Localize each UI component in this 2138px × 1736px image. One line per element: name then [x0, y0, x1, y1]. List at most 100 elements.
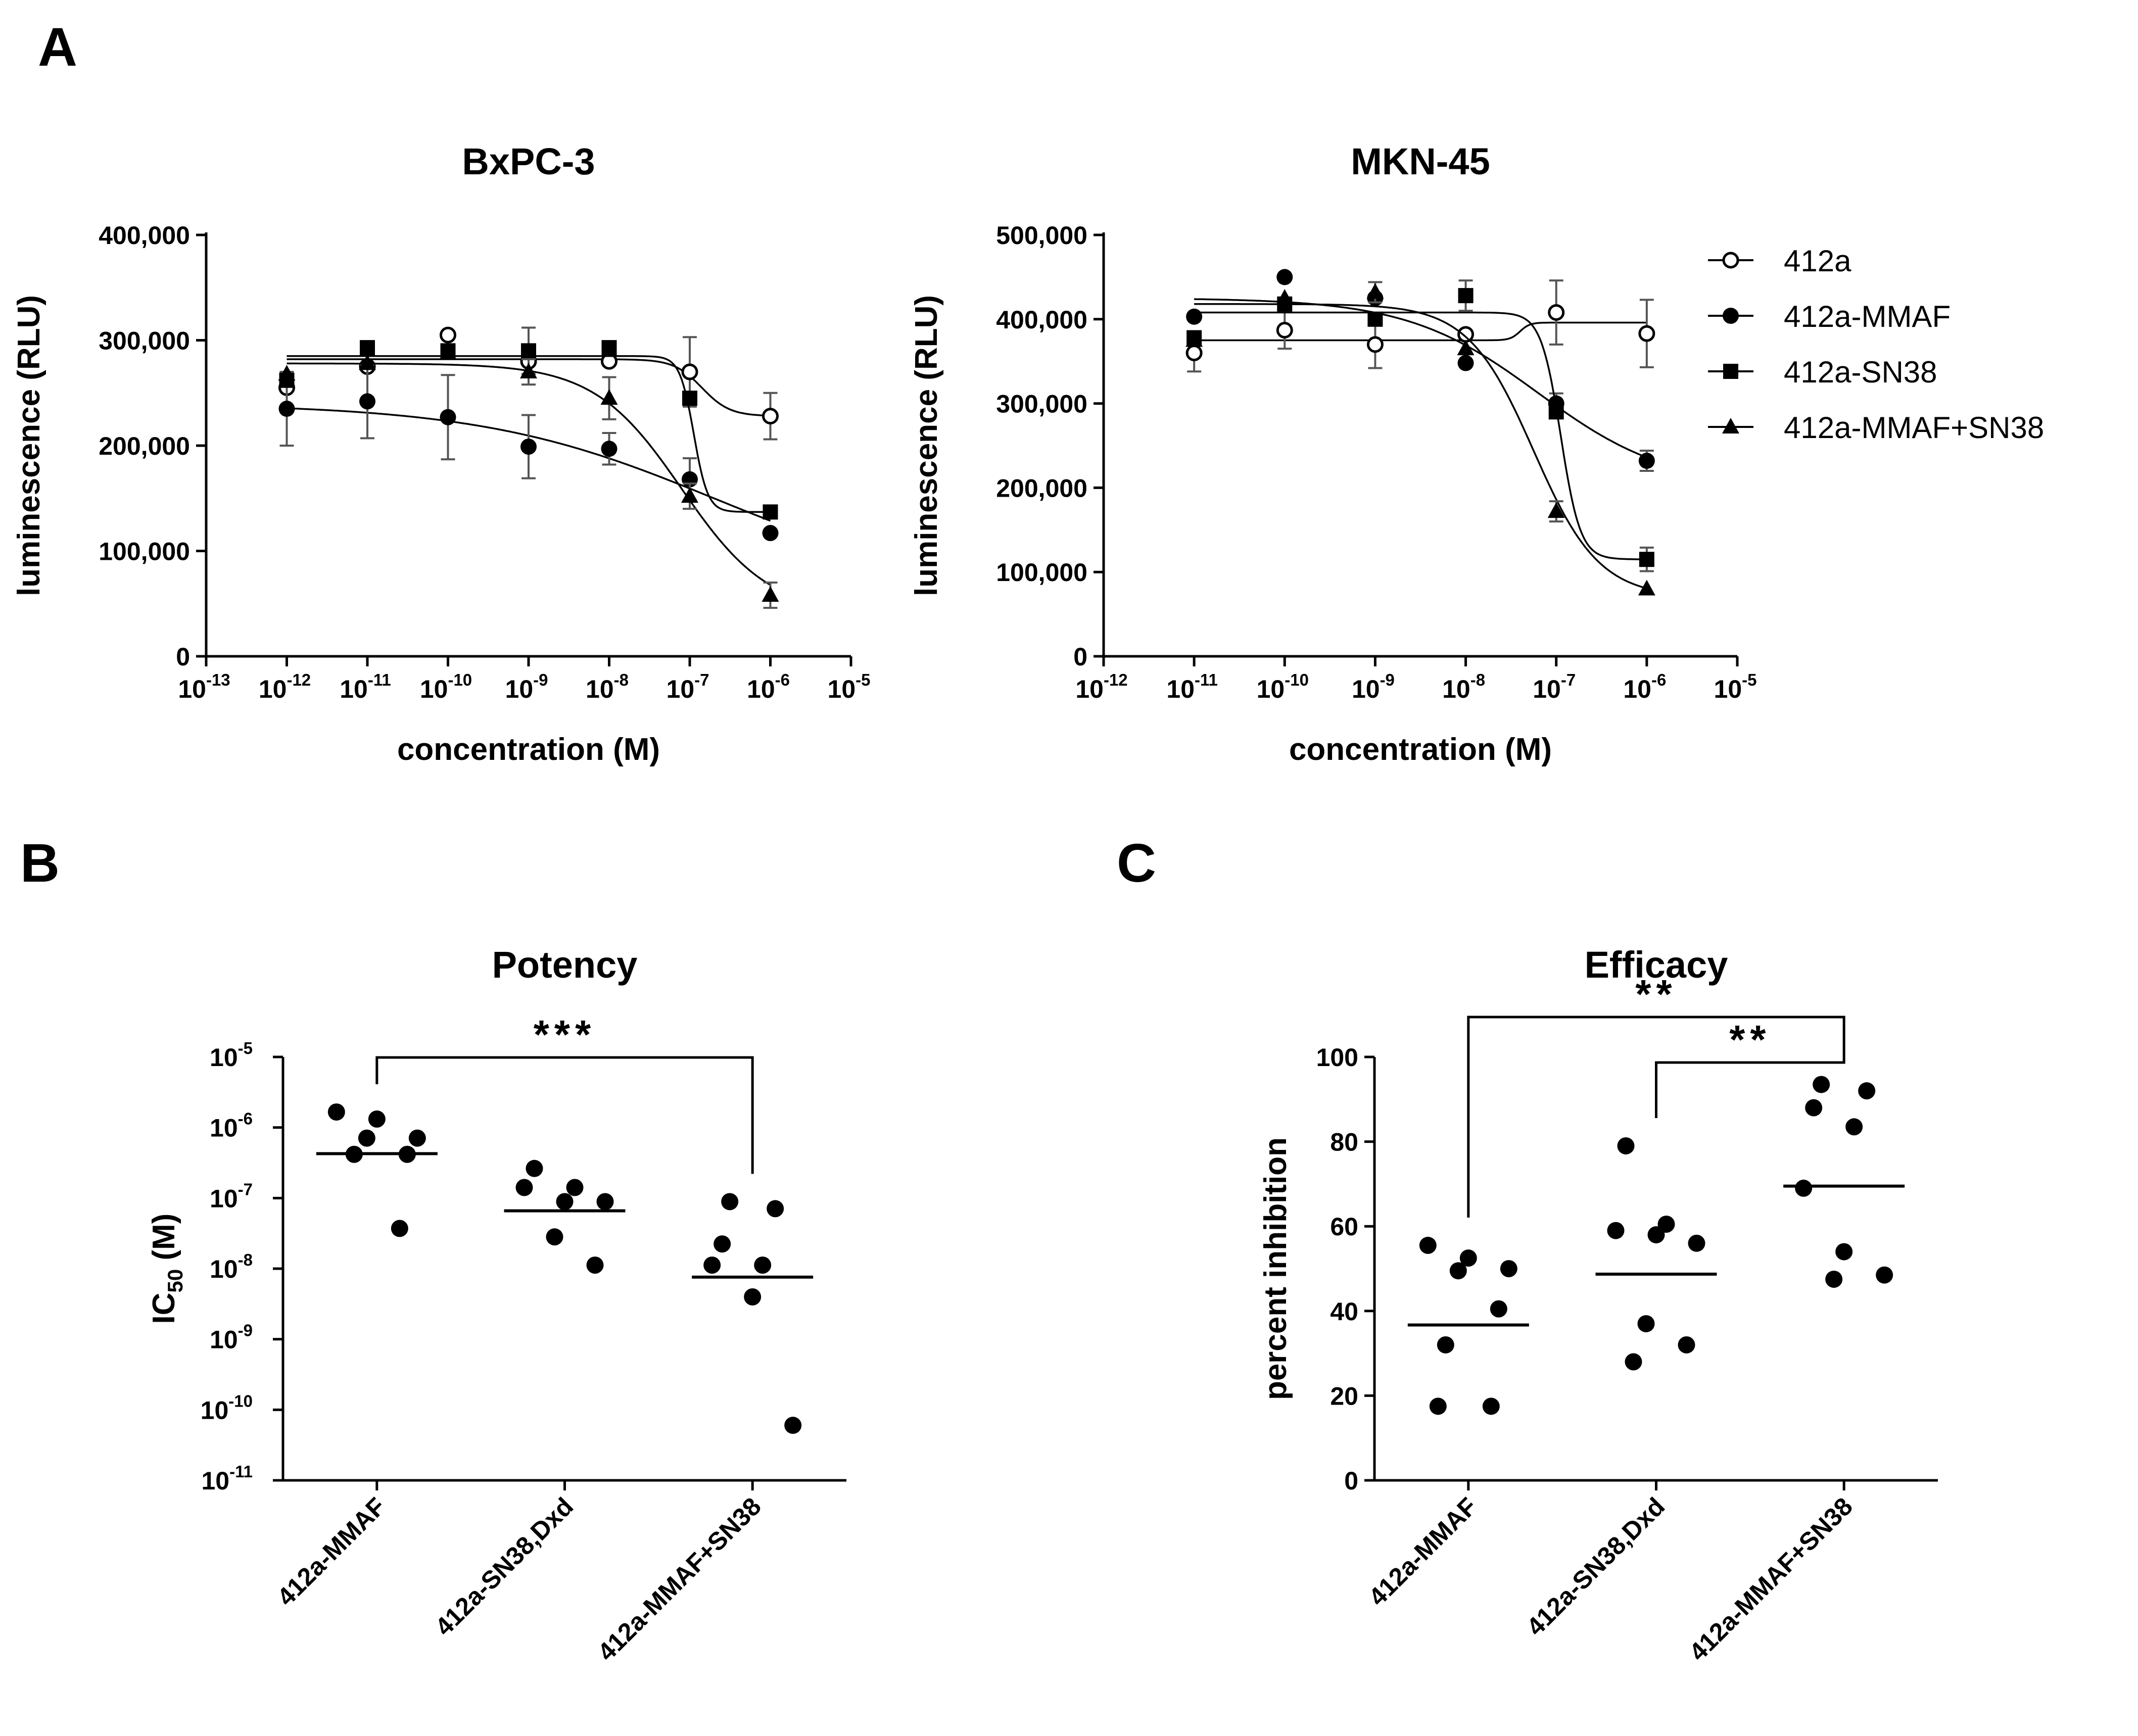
bxpc3-xtick-label-exp: -11 — [368, 670, 391, 689]
mkn45-xtick-label-exp: -10 — [1285, 670, 1309, 689]
efficacy-significance-bracket — [1655, 1056, 1845, 1118]
potency-ytick-label-exp: -9 — [238, 1321, 253, 1340]
mkn45-xtick-label: 10-5 — [1714, 670, 1757, 703]
potency-data-point — [408, 1129, 426, 1147]
bxpc3-xtick-label: 10-5 — [828, 670, 871, 703]
efficacy-category-label: 412a-MMAF — [1363, 1492, 1483, 1611]
bxpc3-data-point — [278, 401, 295, 417]
mkn45-fit-curve-3 — [1194, 303, 1647, 590]
efficacy-data-point — [1607, 1222, 1625, 1239]
bxpc3-data-point — [682, 391, 697, 406]
efficacy-data-point — [1858, 1082, 1876, 1100]
legend-marker — [1723, 308, 1739, 324]
potency-ylabel-main: IC — [147, 1292, 181, 1324]
potency-data-point — [327, 1103, 345, 1121]
bxpc3-xtick-label-exp: -5 — [856, 670, 870, 689]
potency-data-point — [526, 1160, 543, 1177]
potency-ytick-label-exp: -8 — [238, 1250, 253, 1269]
bxpc3-xtick-label-base: 10 — [178, 675, 206, 703]
bxpc3-xtick-label-base: 10 — [340, 675, 368, 703]
mkn45-data-point — [1367, 311, 1383, 327]
potency-ytick-label: 10-7 — [210, 1180, 253, 1213]
bxpc3-xtick-label-exp: -13 — [206, 670, 230, 689]
potency-ytick-label: 10-11 — [202, 1462, 253, 1495]
mkn45-xtick-label-base: 10 — [1442, 675, 1470, 703]
bxpc3-data-point — [439, 344, 457, 360]
efficacy-data-point — [1482, 1397, 1500, 1415]
efficacy-ytick-label: 80 — [1330, 1128, 1358, 1156]
mkn45-xtick-label: 10-10 — [1257, 670, 1309, 703]
mkn45-xtick-label: 10-11 — [1166, 670, 1218, 703]
mkn45-data-point — [1276, 289, 1294, 305]
mkn45-ytick-label: 300,000 — [996, 390, 1087, 418]
efficacy-ytick-label: 40 — [1330, 1297, 1358, 1326]
legend-marker — [1723, 364, 1738, 379]
efficacy-data-point — [1825, 1270, 1843, 1288]
bxpc3-data-point — [681, 487, 698, 503]
potency-ytick-label-exp: -11 — [229, 1462, 253, 1481]
mkn45-fit-curve-2 — [1194, 311, 1647, 560]
efficacy-ytick-label: 60 — [1330, 1213, 1358, 1241]
potency-data-point — [744, 1288, 762, 1306]
efficacy-data-point — [1835, 1243, 1853, 1261]
bxpc3-xtick-label-base: 10 — [420, 675, 448, 703]
bxpc3-data-point — [762, 408, 779, 425]
mkn45-xtick-label-base: 10 — [1714, 675, 1742, 703]
potency-ylabel-sub: 50 — [163, 1269, 187, 1293]
efficacy-data-point — [1419, 1236, 1437, 1254]
bxpc3-data-point — [440, 409, 456, 425]
bxpc3-xtick-label-base: 10 — [586, 675, 614, 703]
potency-ytick-label: 10-9 — [210, 1321, 253, 1354]
mkn45-ylabel: luminescence (RLU) — [909, 295, 944, 596]
efficacy-data-point — [1647, 1226, 1665, 1243]
bxpc3-ytick-label: 0 — [176, 643, 190, 671]
efficacy-data-point — [1500, 1260, 1517, 1277]
efficacy-ytick-label: 100 — [1316, 1043, 1358, 1072]
potency-data-point — [586, 1257, 604, 1274]
potency-data-point — [368, 1110, 386, 1128]
bxpc3-data-point — [278, 365, 296, 381]
bxpc3-xtick-label-exp: -9 — [533, 670, 548, 689]
potency-ytick-label-base: 10 — [210, 1255, 238, 1283]
bxpc3-xlabel: concentration (M) — [397, 732, 660, 767]
bxpc3-data-point — [359, 354, 376, 370]
potency-ytick-label-exp: -7 — [238, 1180, 253, 1198]
bxpc3-ytick-label: 200,000 — [99, 432, 190, 460]
mkn45-xtick-label-exp: -9 — [1380, 670, 1395, 689]
bxpc3-data-point — [762, 586, 779, 602]
mkn45-ytick-label: 100,000 — [996, 558, 1087, 587]
potency-data-point — [703, 1257, 721, 1274]
mkn45-xtick-label-base: 10 — [1257, 675, 1285, 703]
mkn45-data-point — [1458, 288, 1474, 304]
mkn45-xtick-label-exp: -12 — [1104, 670, 1128, 689]
legend-label: 412a — [1784, 244, 1851, 278]
legend-marker — [1722, 418, 1739, 433]
mkn45-xtick-label: 10-12 — [1075, 670, 1127, 703]
potency-ytick-label: 10-5 — [210, 1039, 253, 1072]
efficacy-data-point — [1617, 1137, 1635, 1154]
mkn45-xtick-label-exp: -7 — [1561, 670, 1576, 689]
bxpc3-data-point — [763, 504, 778, 520]
efficacy-data-point — [1876, 1266, 1893, 1284]
bxpc3-xtick-label-exp: -7 — [694, 670, 709, 689]
bxpc3-xtick-label-exp: -12 — [287, 670, 311, 689]
mkn45-xtick-label: 10-7 — [1533, 670, 1576, 703]
potency-significance-bracket — [375, 1056, 754, 1174]
chart-efficacy: Efficacy percent inhibition 0 20 40 60 80 100 41… — [1258, 944, 1938, 1666]
mkn45-data-point — [1638, 325, 1655, 342]
potency-data-point — [596, 1193, 614, 1211]
mkn45-data-point — [1185, 345, 1203, 362]
bxpc3-xtick-label-exp: -10 — [448, 670, 472, 689]
panel-label-c: C — [1117, 832, 1156, 893]
efficacy-category-label: 412a-MMAF+SN38 — [1684, 1492, 1858, 1666]
potency-ytick-label-base: 10 — [210, 1114, 238, 1142]
bxpc3-xtick-label: 10-9 — [505, 670, 548, 703]
mkn45-data-point — [1276, 269, 1293, 285]
efficacy-data-point — [1459, 1249, 1477, 1267]
efficacy-data-point — [1637, 1315, 1655, 1332]
potency-significance-label: *** — [534, 1012, 596, 1057]
potency-category-label: 412a-SN38,Dxd — [430, 1492, 579, 1641]
bxpc3-ytick-label: 100,000 — [99, 538, 190, 566]
legend-marker — [1722, 252, 1739, 269]
